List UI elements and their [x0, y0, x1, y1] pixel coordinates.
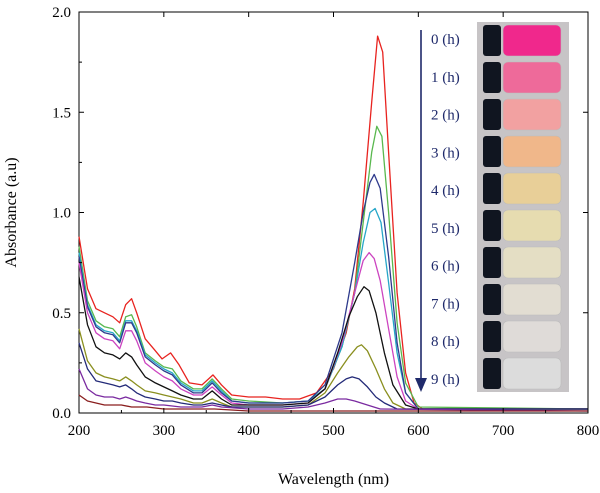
- y-tick-label: 0.0: [52, 406, 71, 422]
- vial-solution: [502, 357, 562, 390]
- spectrum-line-5: [78, 276, 588, 410]
- vial-cap: [483, 358, 501, 389]
- spectrum-line-1: [78, 125, 589, 410]
- time-arrowhead: [415, 378, 427, 392]
- x-tick-label: 600: [407, 423, 430, 439]
- time-label: 4 (h): [431, 183, 460, 199]
- vial-solution: [502, 172, 562, 205]
- vial-cap: [483, 99, 501, 130]
- time-label: 2 (h): [431, 108, 460, 124]
- time-label: 3 (h): [431, 145, 460, 161]
- time-label: 8 (h): [431, 334, 460, 350]
- vial-solution: [502, 283, 562, 316]
- x-tick-label: 200: [68, 423, 91, 439]
- vial-cap: [483, 173, 501, 204]
- spectrum-line-6: [78, 328, 588, 410]
- vial-cap: [483, 210, 501, 241]
- y-tick-label: 2.0: [52, 5, 71, 21]
- time-label: 0 (h): [431, 32, 460, 48]
- time-label: 5 (h): [431, 221, 460, 237]
- vial-solution: [502, 98, 562, 131]
- vial-cap: [483, 136, 501, 167]
- x-axis-label: Wavelength (nm): [278, 471, 389, 488]
- vial-cap: [483, 247, 501, 278]
- x-tick-label: 300: [153, 423, 176, 439]
- time-label: 9 (h): [431, 372, 460, 388]
- sample-vials-photo: [477, 22, 569, 392]
- x-tick-label: 500: [322, 423, 345, 439]
- y-tick-label: 1.0: [52, 206, 71, 222]
- vial-cap: [483, 62, 501, 93]
- spectrum-line-0: [78, 35, 588, 410]
- time-label: 1 (h): [431, 70, 460, 86]
- time-labels-group: 0 (h) 1 (h) 2 (h) 3 (h) 4 (h) 5 (h) 6 (h) 7 (h)…: [431, 32, 460, 388]
- time-label: 6 (h): [431, 259, 460, 275]
- vial-solution: [502, 61, 562, 94]
- y-tick-label: 1.5: [52, 105, 71, 121]
- y-tick-label: 0.5: [52, 306, 71, 322]
- x-tick-label: 800: [577, 423, 600, 439]
- vial-solution: [502, 135, 562, 168]
- vial-solution: [502, 320, 562, 353]
- time-label: 7 (h): [431, 296, 460, 312]
- axis-ticks-group: 200 300 400 500 600 700 800 0.0 0.5 1.0 1.5 2.0: [52, 5, 599, 439]
- vial-cap: [483, 284, 501, 315]
- spectrum-line-3: [78, 173, 588, 410]
- vial-cap: [483, 25, 501, 56]
- x-tick-label: 700: [492, 423, 515, 439]
- spectrum-line-7: [78, 342, 588, 410]
- spectrum-line-4: [78, 251, 588, 410]
- vial-cap: [483, 321, 501, 352]
- y-axis-label: Absorbance (a.u): [3, 157, 20, 267]
- x-tick-label: 400: [237, 423, 260, 439]
- vial-solution: [502, 209, 562, 242]
- spectrum-line-8: [78, 368, 589, 412]
- vial-solution: [502, 24, 562, 57]
- vial-solution: [502, 246, 562, 279]
